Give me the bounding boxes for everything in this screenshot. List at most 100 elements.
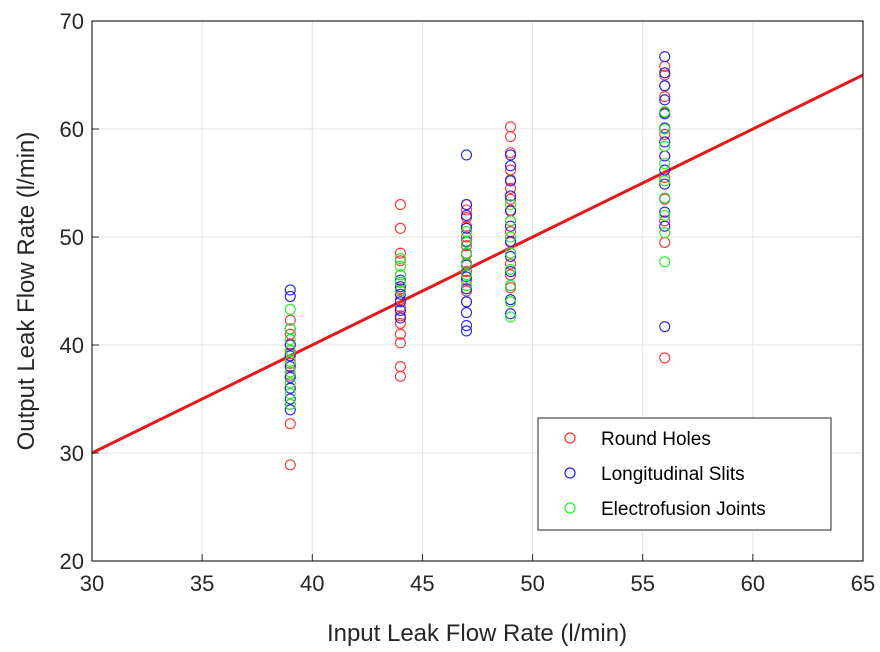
point-electrofusion-joints (504, 263, 517, 275)
point-electrofusion-joints (659, 106, 671, 118)
point-longitudinal-slits (504, 308, 517, 320)
point-round-holes (659, 128, 671, 140)
point-longitudinal-slits (460, 209, 473, 221)
x-tick-label: 35 (190, 571, 214, 596)
point-round-holes (284, 418, 296, 430)
point-longitudinal-slits (460, 283, 473, 295)
legend-label-electrofusion-joints: Electrofusion Joints (601, 499, 766, 520)
point-electrofusion-joints (659, 256, 671, 268)
x-tick-label: 40 (300, 571, 324, 596)
legend-label-round-holes: Round Holes (601, 429, 711, 450)
point-longitudinal-slits (504, 190, 517, 202)
point-electrofusion-joints (659, 140, 671, 152)
data-points (284, 51, 671, 471)
point-longitudinal-slits (284, 284, 296, 296)
point-electrofusion-joints (460, 226, 473, 238)
point-longitudinal-slits (284, 404, 296, 416)
x-tick-label: 60 (741, 571, 765, 596)
point-longitudinal-slits (460, 149, 473, 161)
point-longitudinal-slits (659, 51, 671, 63)
point-round-holes (504, 121, 517, 133)
point-round-holes (394, 301, 406, 313)
point-electrofusion-joints (394, 269, 406, 281)
point-round-holes (659, 352, 671, 364)
point-electrofusion-joints (659, 209, 671, 221)
point-electrofusion-joints (659, 158, 671, 170)
point-electrofusion-joints (504, 199, 517, 211)
point-round-holes (460, 266, 473, 278)
point-round-holes (504, 164, 517, 176)
point-electrofusion-joints (394, 276, 406, 288)
point-electrofusion-joints (284, 355, 296, 367)
point-longitudinal-slits (394, 296, 406, 308)
point-longitudinal-slits (394, 312, 406, 324)
point-electrofusion-joints (284, 398, 296, 410)
point-electrofusion-joints (504, 231, 517, 243)
point-electrofusion-joints (460, 280, 473, 292)
point-electrofusion-joints (504, 280, 517, 292)
point-round-holes (394, 328, 406, 340)
point-electrofusion-joints (659, 123, 671, 135)
point-longitudinal-slits (504, 149, 517, 161)
point-longitudinal-slits (659, 80, 671, 92)
point-longitudinal-slits (504, 175, 517, 187)
point-longitudinal-slits (504, 235, 517, 247)
point-longitudinal-slits (394, 281, 406, 293)
legend: Round Holes Longitudinal Slits Electrofu… (537, 417, 832, 531)
point-electrofusion-joints (460, 247, 473, 259)
x-axis-label: Input Leak Flow Rate (l/min) (327, 620, 627, 647)
x-tick-label: 30 (80, 571, 104, 596)
point-electrofusion-joints (504, 296, 517, 308)
point-round-holes (284, 459, 296, 471)
point-electrofusion-joints (284, 334, 296, 346)
y-tick-label: 50 (60, 225, 84, 250)
x-tick-label: 50 (520, 571, 544, 596)
point-longitudinal-slits (284, 361, 296, 373)
point-electrofusion-joints (284, 323, 296, 335)
legend-box (537, 417, 832, 531)
legend-marker-longitudinal-slits (564, 467, 576, 479)
point-longitudinal-slits (504, 250, 517, 262)
point-electrofusion-joints (460, 269, 473, 281)
point-longitudinal-slits (659, 206, 671, 218)
point-electrofusion-joints (504, 215, 517, 227)
point-round-holes (659, 215, 671, 227)
point-longitudinal-slits (460, 222, 473, 234)
point-round-holes (284, 328, 296, 340)
point-electrofusion-joints (460, 236, 473, 248)
point-electrofusion-joints (659, 175, 671, 187)
point-longitudinal-slits (659, 136, 671, 148)
point-longitudinal-slits (659, 164, 671, 176)
point-round-holes (460, 204, 473, 216)
point-longitudinal-slits (659, 94, 671, 106)
y-tick-label: 70 (60, 9, 84, 34)
point-longitudinal-slits (284, 393, 296, 405)
y-axis-label: Output Leak Flow Rate (l/min) (13, 132, 40, 451)
point-round-holes (504, 182, 517, 194)
point-round-holes (460, 231, 473, 243)
x-tick-label: 65 (851, 571, 875, 596)
point-longitudinal-slits (284, 371, 296, 383)
x-tick-label: 55 (630, 571, 654, 596)
point-electrofusion-joints (284, 377, 296, 389)
point-longitudinal-slits (460, 320, 473, 332)
point-longitudinal-slits (284, 339, 296, 351)
point-round-holes (659, 172, 671, 184)
point-electrofusion-joints (394, 285, 406, 297)
point-round-holes (394, 361, 406, 373)
x-tick-label: 45 (410, 571, 434, 596)
point-electrofusion-joints (659, 227, 671, 239)
point-electrofusion-joints (504, 311, 517, 323)
point-round-holes (504, 258, 517, 270)
point-electrofusion-joints (394, 260, 406, 272)
point-round-holes (284, 314, 296, 326)
axes-box (91, 20, 864, 562)
point-round-holes (394, 317, 406, 329)
point-round-holes (504, 193, 517, 205)
y-tick-label: 30 (60, 441, 84, 466)
point-longitudinal-slits (394, 304, 406, 316)
point-round-holes (460, 240, 473, 252)
x-tick-labels: 30 35 40 45 50 55 60 65 (80, 554, 875, 596)
reference-line-layer (91, 73, 864, 455)
